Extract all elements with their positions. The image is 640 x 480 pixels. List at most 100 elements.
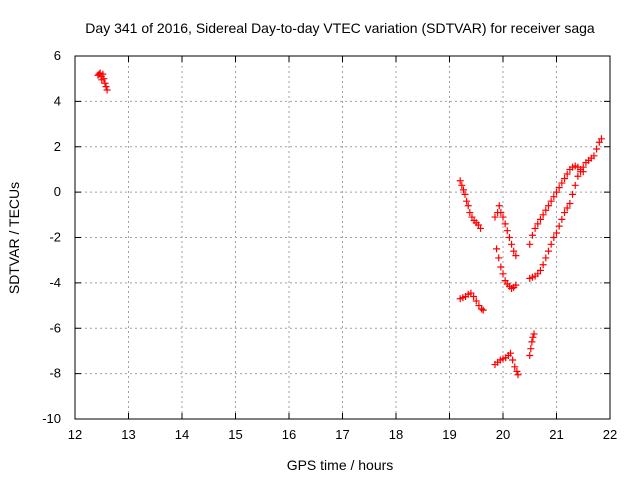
data-point: [550, 234, 558, 241]
data-point: [491, 213, 499, 221]
data-point: [99, 70, 107, 78]
grid: [75, 56, 610, 419]
data-point: [550, 193, 558, 201]
data-point: [539, 211, 547, 219]
x-tick-label: 12: [68, 427, 82, 442]
chart-title: Day 341 of 2016, Sidereal Day-to-day VTE…: [85, 20, 595, 36]
x-axis: 12 13 14 15 16 17 18 19 20 21 22: [68, 56, 617, 442]
series-arc-d: [491, 202, 520, 260]
data-point: [577, 168, 585, 176]
data-point: [555, 222, 563, 230]
data-point: [566, 199, 574, 207]
series-arc-g: [526, 330, 538, 359]
data-point: [508, 240, 516, 248]
data-point: [497, 263, 505, 271]
data-point: [463, 197, 471, 205]
data-point: [493, 245, 501, 253]
data-point: [571, 181, 579, 189]
data-point: [503, 227, 511, 235]
data-point: [536, 215, 544, 223]
data-point: [461, 190, 469, 198]
series-arc-b: [456, 177, 485, 232]
data-point: [590, 152, 598, 160]
x-tick-label: 18: [389, 427, 403, 442]
y-tick-label: 4: [54, 93, 61, 108]
x-tick-label: 20: [496, 427, 510, 442]
data-point: [531, 224, 539, 232]
y-tick-label: 0: [54, 184, 61, 199]
data-point: [495, 202, 503, 210]
data-point: [510, 247, 518, 255]
data-point: [102, 83, 110, 91]
y-tick-label: -2: [49, 230, 61, 245]
data-point: [542, 206, 550, 214]
data-point: [530, 330, 538, 338]
data-point: [103, 86, 111, 94]
data-point: [101, 79, 109, 87]
data-point: [539, 261, 547, 269]
data-point: [528, 338, 536, 346]
x-tick-label: 14: [175, 427, 189, 442]
data-point: [597, 135, 605, 143]
data-point: [563, 170, 571, 178]
data-point: [499, 270, 507, 278]
x-tick-label: 16: [282, 427, 296, 442]
x-axis-label: GPS time / hours: [287, 457, 394, 473]
data-point: [526, 240, 534, 248]
y-tick-label: -10: [42, 411, 61, 426]
data-point: [579, 163, 587, 171]
data-point: [472, 297, 480, 305]
data-point: [561, 175, 569, 183]
data-point: [478, 305, 486, 313]
data-point: [514, 371, 522, 379]
data-point: [506, 349, 514, 357]
data-point: [569, 190, 577, 198]
data-point: [464, 202, 472, 210]
series-arc-c: [456, 289, 487, 314]
y-axis: -10 -8 -6 -4 -2 0 2 4 6: [42, 48, 610, 426]
data-points: [94, 69, 605, 379]
data-point: [544, 202, 552, 210]
data-point: [526, 351, 534, 359]
x-tick-label: 22: [603, 427, 617, 442]
y-tick-label: 6: [54, 48, 61, 63]
y-tick-label: -6: [49, 320, 61, 335]
data-point: [511, 363, 519, 371]
x-tick-label: 17: [335, 427, 349, 442]
data-point: [459, 186, 467, 194]
data-point: [558, 215, 566, 223]
data-point: [529, 333, 537, 341]
data-point: [536, 266, 544, 274]
series-arc-f: [491, 349, 522, 379]
x-tick-label: 21: [549, 427, 563, 442]
data-point: [466, 209, 474, 217]
series-arc-i: [526, 135, 605, 282]
series-arc-a: [94, 69, 111, 94]
y-tick-label: 2: [54, 139, 61, 154]
data-point: [512, 281, 520, 289]
data-point: [497, 209, 505, 217]
data-point: [501, 220, 509, 228]
data-point: [456, 177, 464, 185]
data-point: [563, 204, 571, 212]
x-tick-label: 15: [228, 427, 242, 442]
data-point: [458, 181, 466, 189]
data-point: [558, 179, 566, 187]
data-point: [555, 184, 563, 192]
y-tick-label: -4: [49, 275, 61, 290]
data-point: [477, 224, 485, 232]
data-point: [509, 356, 517, 364]
data-point: [534, 220, 542, 228]
data-point: [527, 345, 535, 353]
data-point: [495, 254, 503, 262]
y-tick-label: -8: [49, 366, 61, 381]
data-point: [528, 231, 536, 239]
data-point: [561, 209, 569, 217]
data-point: [100, 75, 108, 83]
data-point: [499, 213, 507, 221]
data-point: [544, 247, 552, 255]
x-tick-label: 13: [121, 427, 135, 442]
data-point: [512, 252, 520, 260]
data-point: [593, 145, 601, 153]
